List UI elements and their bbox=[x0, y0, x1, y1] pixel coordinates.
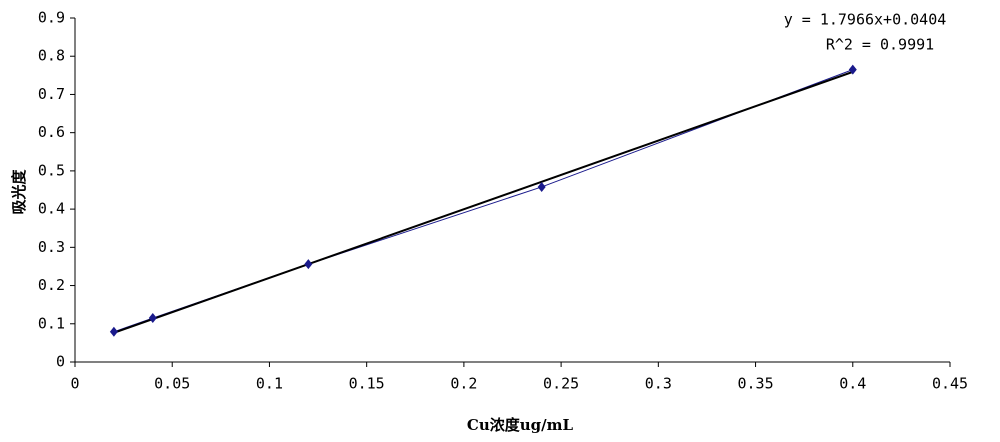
data-point bbox=[148, 313, 157, 324]
data-point bbox=[109, 326, 118, 337]
y-tick-label: 0.5 bbox=[38, 161, 65, 179]
x-tick-label: 0.3 bbox=[645, 375, 672, 393]
y-tick-label: 0.3 bbox=[38, 238, 65, 256]
series-line bbox=[113, 69, 853, 333]
x-tick-label: 0.2 bbox=[450, 375, 477, 393]
x-tick-label: 0.35 bbox=[737, 375, 773, 393]
y-axis-label: 吸光度 bbox=[10, 169, 28, 215]
trendline-equation: y = 1.7966x+0.0404 bbox=[784, 11, 947, 29]
trendline-r2: R^2 = 0.9991 bbox=[826, 36, 934, 54]
data-point bbox=[537, 181, 546, 192]
trendline bbox=[113, 70, 854, 334]
y-tick-label: 0.7 bbox=[38, 85, 65, 103]
y-tick-label: 0 bbox=[56, 353, 65, 371]
data-point bbox=[304, 259, 313, 270]
y-tick-label: 0.2 bbox=[38, 276, 65, 294]
x-tick-label: 0.25 bbox=[543, 375, 579, 393]
x-tick-label: 0.1 bbox=[256, 375, 283, 393]
y-tick-label: 0.8 bbox=[38, 47, 65, 65]
x-tick-label: 0 bbox=[70, 375, 79, 393]
x-tick-label: 0.05 bbox=[154, 375, 190, 393]
y-tick-label: 0.4 bbox=[38, 200, 65, 218]
x-tick-label: 0.15 bbox=[349, 375, 385, 393]
data-point bbox=[848, 64, 857, 75]
x-tick-label: 0.45 bbox=[932, 375, 968, 393]
x-tick-label: 0.4 bbox=[839, 375, 866, 393]
y-tick-label: 0.9 bbox=[38, 9, 65, 27]
y-tick-label: 0.6 bbox=[38, 123, 65, 141]
y-tick-label: 0.1 bbox=[38, 314, 65, 332]
x-axis-label: Cu浓度ug/mL bbox=[467, 416, 574, 434]
